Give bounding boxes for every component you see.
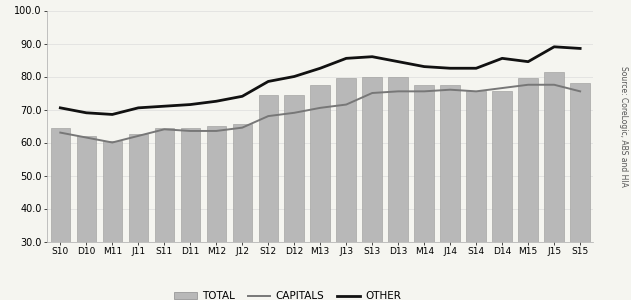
Bar (492, 91, 512, 300)
Text: Source: CoreLogic, ABS and HIA: Source: CoreLogic, ABS and HIA (619, 66, 628, 186)
Bar (180, 128, 200, 300)
Bar (415, 85, 434, 300)
Bar (129, 134, 148, 300)
Bar (206, 126, 226, 300)
Bar (519, 78, 538, 300)
Bar (232, 124, 252, 300)
Bar (440, 85, 460, 300)
Bar (362, 76, 382, 300)
Bar (259, 95, 278, 300)
Bar (155, 128, 174, 300)
Bar (103, 141, 122, 300)
Bar (336, 78, 356, 300)
Bar (466, 91, 486, 300)
Bar (310, 85, 330, 300)
Legend: TOTAL, CAPITALS, OTHER: TOTAL, CAPITALS, OTHER (170, 287, 405, 300)
Bar (76, 136, 96, 300)
Bar (570, 83, 590, 300)
Bar (389, 76, 408, 300)
Bar (50, 128, 70, 300)
Bar (545, 71, 564, 300)
Text: HOUSING AFFORDABILITY INDEX, AUSTRALIA: HOUSING AFFORDABILITY INDEX, AUSTRALIA (147, 11, 484, 24)
Bar (285, 95, 304, 300)
